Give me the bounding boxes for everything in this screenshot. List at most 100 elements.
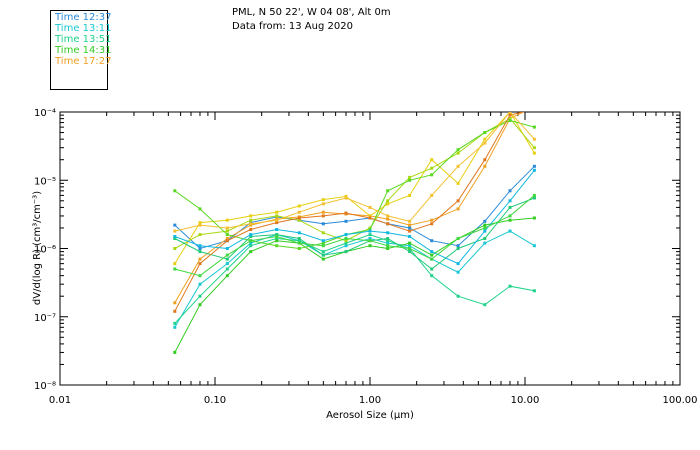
data-point	[198, 233, 202, 237]
data-point	[483, 241, 487, 245]
data-point	[532, 164, 536, 168]
data-point	[368, 237, 372, 240]
data-point	[368, 205, 372, 209]
data-point	[368, 216, 372, 220]
x-tick-label: 0.01	[49, 395, 71, 406]
x-tick-label: 1.00	[359, 395, 381, 406]
data-point	[508, 117, 512, 121]
series-line	[174, 195, 535, 277]
data-point	[173, 350, 177, 354]
series-group	[173, 112, 536, 354]
data-point	[321, 244, 325, 248]
data-point	[508, 205, 512, 209]
data-point	[532, 193, 536, 197]
series-line	[174, 119, 535, 250]
data-point	[198, 282, 202, 286]
data-point	[430, 274, 434, 278]
data-point	[321, 202, 325, 206]
legend-item: Time 14:31	[55, 45, 112, 56]
data-point	[297, 241, 301, 245]
data-point	[408, 247, 412, 250]
data-point	[508, 119, 512, 122]
chart-title: PML, N 50 22', W 04 08', Alt 0m	[232, 7, 391, 18]
data-point	[368, 233, 372, 237]
y-tick-label: 10⁻⁸	[34, 381, 56, 392]
series-line	[174, 112, 535, 232]
data-point	[297, 239, 301, 243]
data-point	[408, 223, 412, 227]
data-point	[297, 218, 301, 222]
data-point	[386, 199, 390, 203]
legend-item: Time 13:11	[55, 23, 112, 34]
data-point	[456, 270, 460, 274]
data-point	[275, 218, 279, 222]
data-point	[532, 244, 536, 248]
data-point	[430, 193, 434, 197]
data-point	[249, 235, 253, 238]
data-point	[344, 219, 348, 223]
data-point	[198, 247, 202, 250]
data-point	[408, 250, 412, 254]
data-point	[483, 237, 487, 240]
data-point	[386, 231, 390, 235]
data-point	[532, 137, 536, 141]
data-point	[386, 239, 390, 243]
data-point	[173, 223, 177, 227]
data-point	[386, 244, 390, 248]
data-point	[430, 239, 434, 243]
y-axis-label: dV/d(log R) (cm³/cm⁻³)	[32, 191, 43, 305]
data-point	[225, 267, 229, 271]
data-point	[532, 168, 536, 172]
data-point	[408, 175, 412, 179]
data-point	[456, 181, 460, 185]
data-point	[173, 189, 177, 193]
data-point	[456, 244, 460, 248]
data-point	[275, 221, 279, 225]
data-point	[430, 222, 434, 226]
data-point	[321, 198, 325, 202]
data-point	[408, 226, 412, 230]
data-point	[275, 239, 279, 243]
x-tick-label: 100.00	[663, 395, 698, 406]
data-point	[275, 214, 279, 218]
data-point	[225, 239, 229, 243]
data-point	[408, 229, 412, 233]
data-point	[275, 237, 279, 240]
data-point	[198, 294, 202, 298]
data-point	[508, 214, 512, 218]
data-point	[225, 218, 229, 222]
data-point	[321, 239, 325, 243]
data-point	[483, 164, 487, 168]
data-point	[456, 148, 460, 152]
data-point	[430, 166, 434, 170]
data-point	[483, 226, 487, 230]
data-point	[344, 233, 348, 237]
data-point	[198, 262, 202, 266]
data-point	[386, 241, 390, 245]
legend-item: Time 17:27	[55, 56, 112, 67]
data-point	[297, 216, 301, 220]
data-point	[225, 229, 229, 233]
data-point	[297, 237, 301, 240]
series-line	[174, 112, 535, 264]
data-point	[225, 253, 229, 257]
data-point	[344, 250, 348, 254]
data-point	[483, 219, 487, 223]
data-point	[173, 237, 177, 240]
data-point	[173, 321, 177, 325]
data-point	[275, 233, 279, 237]
data-point	[344, 211, 348, 215]
data-point	[483, 229, 487, 233]
data-point	[386, 247, 390, 250]
data-point	[386, 237, 390, 240]
series-line	[174, 169, 535, 265]
x-tick-label: 10.00	[511, 395, 540, 406]
data-point	[225, 247, 229, 250]
data-point	[386, 214, 390, 218]
data-point	[386, 217, 390, 221]
chart-subtitle: Data from: 13 Aug 2020	[232, 21, 353, 32]
series-line	[174, 230, 535, 328]
data-point	[198, 223, 202, 227]
y-tick-label: 10⁻⁷	[34, 313, 56, 324]
